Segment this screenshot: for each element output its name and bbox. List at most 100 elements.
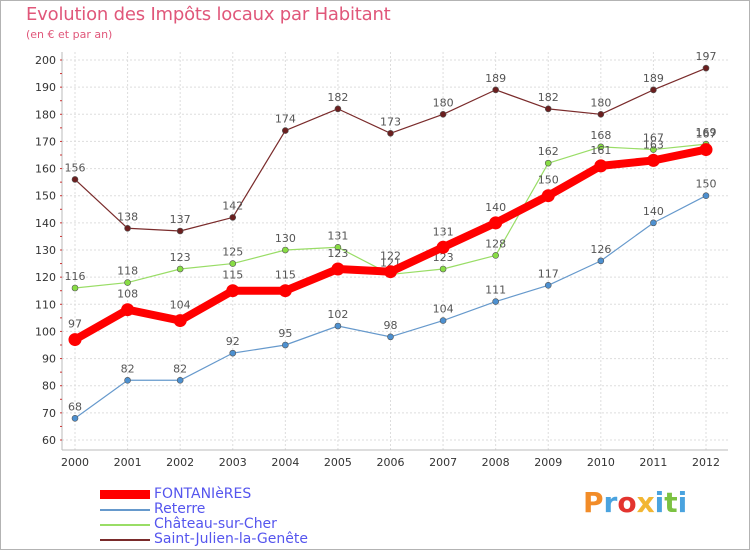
data-label-saint-julien-la-gen-te-2009: 182 bbox=[538, 91, 559, 104]
data-label-ch-teau-sur-cher-2005: 131 bbox=[327, 229, 348, 242]
data-point-saint-julien-la-gen-te-2004 bbox=[282, 127, 289, 134]
data-point-saint-julien-la-gen-te-2010 bbox=[597, 110, 605, 118]
data-point-reterre-2006 bbox=[387, 333, 394, 341]
data-point-fontani-res-2000 bbox=[68, 333, 82, 347]
data-label-reterre-2007: 104 bbox=[433, 303, 454, 316]
data-point-fontani-res-2005 bbox=[331, 262, 345, 276]
legend-swatch-fontanieres bbox=[100, 490, 150, 499]
chart-title: Evolution des Impôts locaux par Habitant bbox=[26, 4, 391, 25]
data-point-reterre-2007 bbox=[439, 317, 447, 324]
data-point-reterre-2005 bbox=[334, 322, 342, 330]
y-tick-label-110: 110 bbox=[35, 298, 56, 311]
data-label-saint-julien-la-gen-te-2004: 174 bbox=[275, 113, 296, 126]
data-label-ch-teau-sur-cher-2009: 162 bbox=[538, 145, 559, 158]
y-tick-label-170: 170 bbox=[35, 135, 56, 148]
data-point-reterre-2012 bbox=[702, 192, 710, 200]
data-point-ch-teau-sur-cher-2000 bbox=[71, 284, 79, 292]
y-tick-label-60: 60 bbox=[42, 434, 56, 447]
y-tick-label-120: 120 bbox=[35, 271, 56, 284]
data-point-ch-teau-sur-cher-2008 bbox=[492, 252, 499, 259]
data-point-saint-julien-la-gen-te-2011 bbox=[650, 86, 657, 94]
y-tick-label-150: 150 bbox=[35, 190, 56, 203]
data-point-ch-teau-sur-cher-2002 bbox=[176, 265, 184, 273]
data-label-saint-julien-la-gen-te-2006: 173 bbox=[380, 115, 401, 128]
data-label-fontani-res-2000: 97 bbox=[68, 318, 82, 331]
data-label-fontani-res-2011: 163 bbox=[643, 138, 664, 151]
data-label-ch-teau-sur-cher-2000: 116 bbox=[65, 270, 86, 283]
x-tick-label-2010: 2010 bbox=[587, 456, 615, 469]
data-label-ch-teau-sur-cher-2011: 167 bbox=[643, 132, 664, 145]
data-point-ch-teau-sur-cher-2007 bbox=[439, 265, 447, 273]
data-label-fontani-res-2012: 167 bbox=[696, 128, 717, 141]
data-label-saint-julien-la-gen-te-2000: 156 bbox=[65, 161, 86, 174]
x-tick-label-2009: 2009 bbox=[534, 456, 562, 469]
data-label-saint-julien-la-gen-te-2002: 137 bbox=[170, 213, 191, 226]
legend-swatch-saint-julien bbox=[100, 539, 150, 541]
data-point-reterre-2010 bbox=[597, 257, 605, 265]
data-point-reterre-2009 bbox=[544, 281, 552, 289]
data-label-ch-teau-sur-cher-2012: 169 bbox=[696, 126, 717, 139]
data-label-fontani-res-2002: 104 bbox=[170, 299, 191, 312]
x-tick-label-2003: 2003 bbox=[219, 456, 247, 469]
data-point-fontani-res-2003 bbox=[226, 284, 240, 298]
data-point-ch-teau-sur-cher-2001 bbox=[124, 279, 131, 286]
data-point-ch-teau-sur-cher-2005 bbox=[334, 243, 342, 251]
data-point-fontani-res-2012 bbox=[699, 143, 713, 157]
data-point-reterre-2000 bbox=[71, 414, 79, 422]
data-label-reterre-2009: 117 bbox=[538, 267, 559, 280]
data-point-ch-teau-sur-cher-2004 bbox=[282, 246, 289, 254]
legend-label-fontanieres: FONTANIèRES bbox=[154, 486, 252, 502]
logo-letter: P bbox=[583, 486, 604, 519]
y-tick-label-70: 70 bbox=[42, 407, 56, 420]
data-point-fontani-res-2007 bbox=[436, 240, 450, 254]
data-label-saint-julien-la-gen-te-2010: 180 bbox=[590, 96, 611, 109]
data-label-reterre-2006: 98 bbox=[384, 319, 398, 332]
legend-swatch-reterre bbox=[100, 509, 150, 511]
data-point-fontani-res-2001 bbox=[121, 303, 135, 317]
x-tick-label-2008: 2008 bbox=[482, 456, 510, 469]
data-point-ch-teau-sur-cher-2009 bbox=[544, 159, 552, 167]
data-label-ch-teau-sur-cher-2004: 130 bbox=[275, 232, 296, 245]
data-label-saint-julien-la-gen-te-2007: 180 bbox=[433, 96, 454, 109]
data-label-saint-julien-la-gen-te-2001: 138 bbox=[117, 210, 138, 223]
data-point-saint-julien-la-gen-te-2001 bbox=[124, 224, 131, 232]
data-label-reterre-2003: 92 bbox=[226, 335, 240, 348]
data-label-ch-teau-sur-cher-2003: 125 bbox=[222, 246, 243, 259]
data-label-fontani-res-2010: 161 bbox=[590, 144, 611, 157]
y-tick-label-90: 90 bbox=[42, 353, 56, 366]
data-point-reterre-2004 bbox=[282, 341, 289, 349]
x-tick-label-2000: 2000 bbox=[61, 456, 89, 469]
data-label-saint-julien-la-gen-te-2003: 142 bbox=[222, 199, 243, 212]
legend-label-chateau-sur-cher: Château-sur-Cher bbox=[154, 516, 277, 532]
logo-letter: r bbox=[603, 486, 618, 519]
x-tick-label-2006: 2006 bbox=[377, 456, 405, 469]
data-point-fontani-res-2011 bbox=[646, 153, 660, 167]
data-point-reterre-2008 bbox=[492, 298, 499, 305]
x-tick-label-2007: 2007 bbox=[429, 456, 457, 469]
data-label-reterre-2002: 82 bbox=[173, 362, 187, 375]
data-point-ch-teau-sur-cher-2003 bbox=[229, 260, 237, 267]
y-tick-label-200: 200 bbox=[35, 54, 56, 67]
logo-letter: i bbox=[654, 486, 665, 519]
data-label-reterre-2008: 111 bbox=[485, 284, 506, 297]
data-label-reterre-2005: 102 bbox=[327, 308, 348, 321]
legend-label-saint-julien: Saint-Julien-la-Genête bbox=[154, 531, 308, 547]
plot-area bbox=[62, 52, 728, 450]
data-point-fontani-res-2009 bbox=[541, 189, 555, 203]
data-label-fontani-res-2009: 150 bbox=[538, 174, 559, 187]
data-point-fontani-res-2006 bbox=[384, 265, 397, 279]
legend-swatch-chateau-sur-cher bbox=[100, 524, 150, 526]
data-label-reterre-2012: 150 bbox=[696, 178, 717, 191]
chart-subtitle: (en € et par an) bbox=[26, 28, 113, 41]
y-tick-label-160: 160 bbox=[35, 163, 56, 176]
data-point-saint-julien-la-gen-te-2007 bbox=[439, 110, 447, 118]
proxiti-logo: Proxiti bbox=[583, 486, 687, 519]
data-label-fontani-res-2003: 115 bbox=[222, 269, 243, 282]
data-label-fontani-res-2001: 108 bbox=[117, 288, 138, 301]
data-point-fontani-res-2002 bbox=[173, 314, 187, 328]
data-label-reterre-2011: 140 bbox=[643, 205, 664, 218]
data-label-fontani-res-2005: 123 bbox=[327, 247, 348, 260]
data-point-saint-julien-la-gen-te-2009 bbox=[544, 105, 552, 113]
data-point-saint-julien-la-gen-te-2008 bbox=[492, 86, 499, 94]
